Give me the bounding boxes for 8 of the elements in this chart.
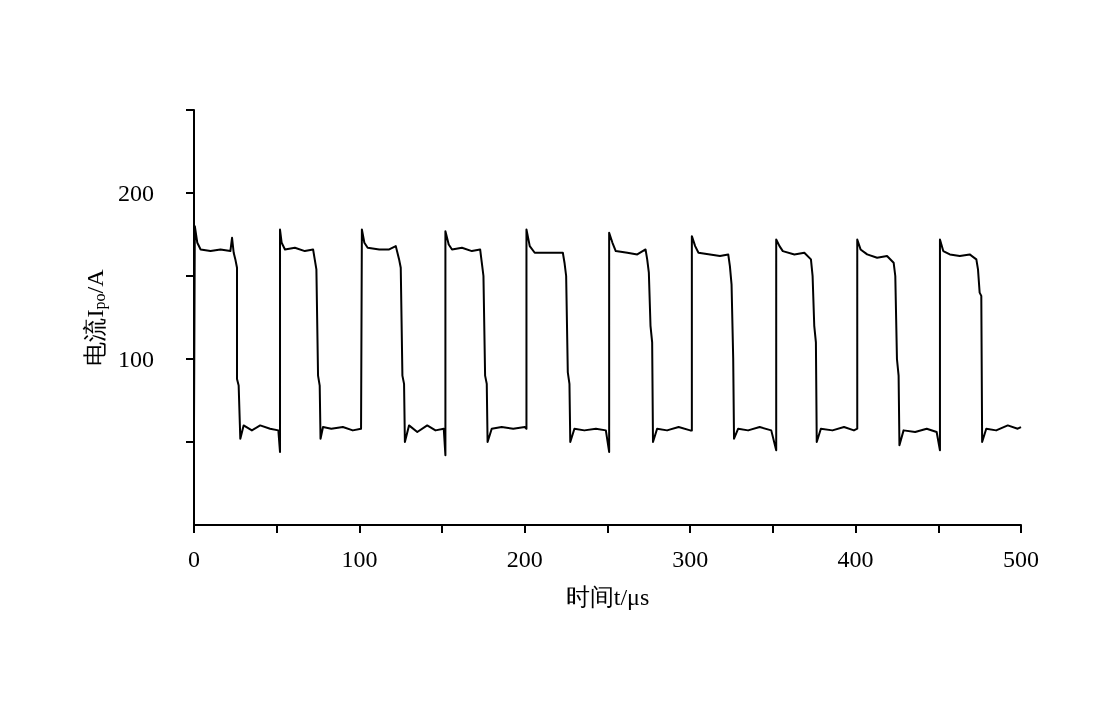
y-axis-title: 电流Ipo/A	[82, 268, 109, 366]
x-tick-label: 300	[672, 546, 709, 572]
x-tick-label: 500	[1003, 546, 1039, 572]
x-tick-label: 0	[188, 546, 200, 572]
x-tick-label: 200	[506, 546, 543, 572]
x-axis-title: 时间t/μs	[565, 584, 650, 610]
x-tick-label: 400	[837, 546, 874, 572]
x-tick-label: 100	[341, 546, 378, 572]
